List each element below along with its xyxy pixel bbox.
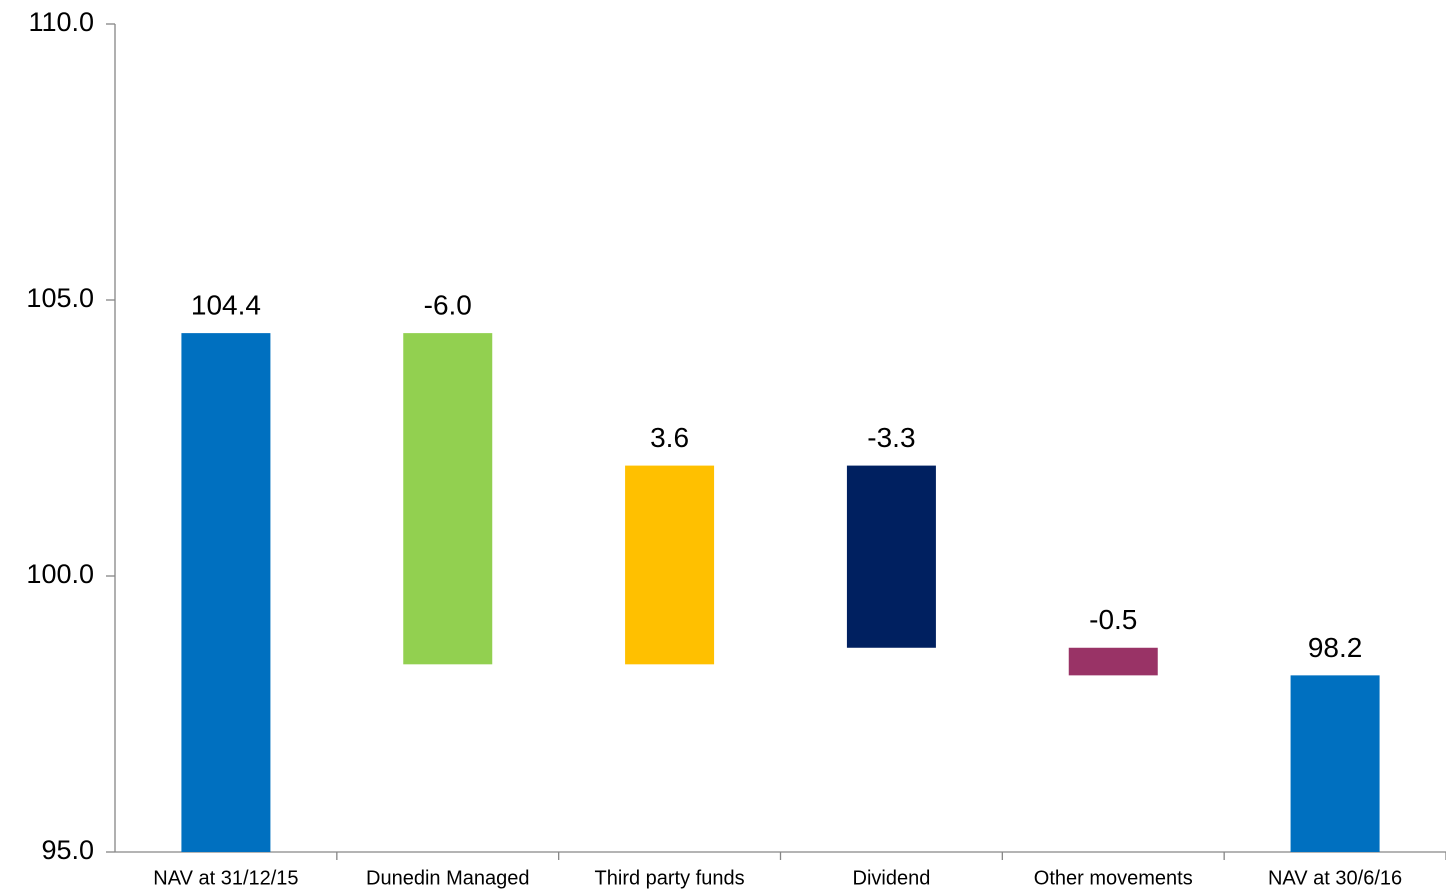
bar bbox=[625, 465, 715, 665]
bar bbox=[1290, 675, 1380, 852]
value-label: 3.6 bbox=[650, 422, 689, 453]
y-tick-label: 100.0 bbox=[26, 559, 94, 589]
y-tick-label: 95.0 bbox=[41, 835, 94, 865]
bar bbox=[181, 333, 271, 852]
x-tick-label: Dunedin Managed bbox=[366, 867, 529, 889]
bar bbox=[1068, 647, 1158, 676]
value-label: -0.5 bbox=[1089, 604, 1137, 635]
y-tick-label: 110.0 bbox=[28, 7, 94, 37]
bar bbox=[403, 333, 493, 665]
x-tick-label: Dividend bbox=[853, 867, 931, 889]
x-tick-label: NAV at 30/6/16 bbox=[1268, 867, 1402, 889]
bar bbox=[846, 465, 936, 648]
value-label: -6.0 bbox=[424, 290, 472, 321]
value-label: 98.2 bbox=[1308, 632, 1363, 663]
value-label: -3.3 bbox=[867, 422, 915, 453]
x-tick-label: Other movements bbox=[1034, 867, 1193, 889]
x-tick-label: NAV at 31/12/15 bbox=[153, 867, 298, 889]
value-label: 104.4 bbox=[191, 290, 261, 321]
x-tick-label: Third party funds bbox=[595, 867, 745, 889]
y-tick-label: 105.0 bbox=[26, 283, 94, 313]
